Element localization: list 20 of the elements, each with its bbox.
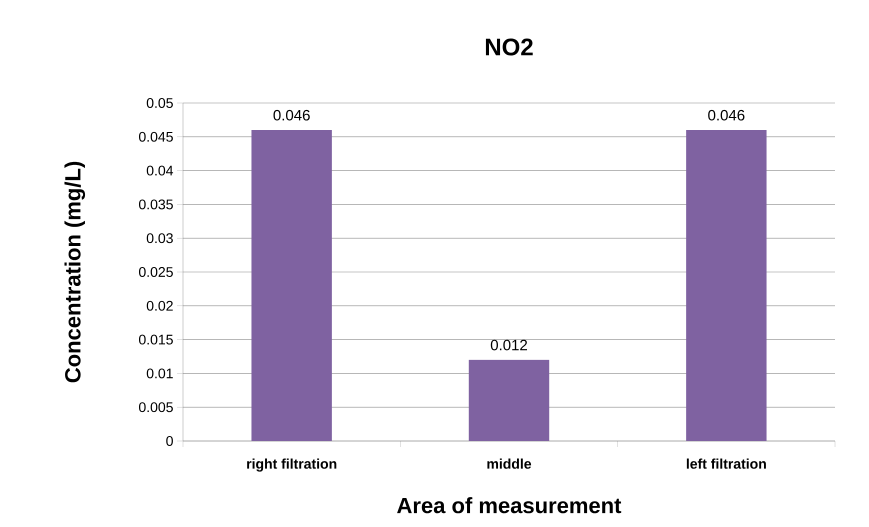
y-axis-title: Concentration (mg/L) [64,162,86,382]
x-tick-label: left filtration [686,458,766,469]
y-tick-label: 0.01 [146,368,173,378]
x-tick-label: middle [487,458,532,469]
x-axis-title: Area of measurement [397,497,622,514]
y-tick-label: 0.025 [138,267,173,277]
y-tick-label: 0 [166,436,173,446]
x-tick-label: right filtration [247,458,336,472]
y-tick-label: 0.02 [146,300,173,311]
data-label: 0.012 [490,340,528,350]
y-tick-label: 0.03 [146,233,173,244]
chart-title: NO2 [486,38,533,56]
data-label: 0.046 [708,110,744,121]
y-tick-label: 0.005 [138,402,173,412]
y-tick-label: 0.05 [146,98,173,108]
y-tick-label: 0.04 [146,166,174,176]
y-tick-label: 0.015 [138,334,173,345]
y-tick-label: 0.035 [138,199,173,210]
y-tick-label: 0.045 [138,132,173,142]
data-label: 0.046 [273,110,310,121]
